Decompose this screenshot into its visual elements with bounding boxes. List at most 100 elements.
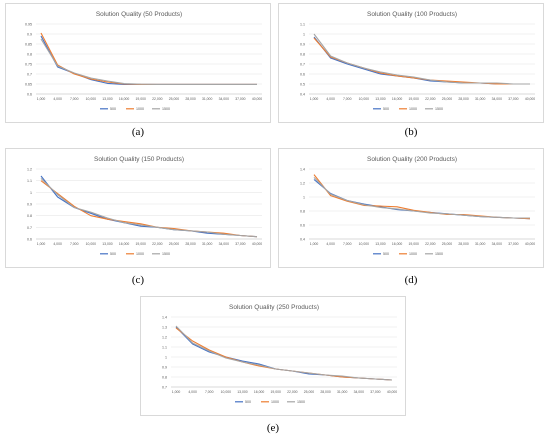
chart-e: Solution Quality (250 Products) 0.7 0.8 0.9… <box>140 296 406 416</box>
x-tick-label: 25,000 <box>442 97 452 101</box>
x-tick-label: 25,000 <box>304 390 314 394</box>
y-tick-label: 0.4 <box>300 93 305 97</box>
series-line-1500 <box>40 38 257 85</box>
y-tick-label: 0.9 <box>300 43 305 47</box>
x-tick-label: 40,000 <box>525 242 535 246</box>
y-tick-label: 0.8 <box>300 210 305 214</box>
legend-label: 1000 <box>271 400 279 404</box>
legend-label: 1000 <box>409 252 417 256</box>
legend-label: 1500 <box>435 252 443 256</box>
x-tick-label: 37,000 <box>235 242 245 246</box>
y-tick-label: 0.7 <box>27 226 32 230</box>
legend-label: 1500 <box>162 107 170 111</box>
x-tick-label: 40,000 <box>252 242 262 246</box>
x-tick-label: 19,000 <box>136 97 146 101</box>
y-tick-label: 0.7 <box>300 63 305 67</box>
x-tick-label: 16,000 <box>254 390 264 394</box>
x-tick-label: 28,000 <box>320 390 330 394</box>
series-line-500 <box>313 179 531 220</box>
x-tick-label: 1,000 <box>37 242 46 246</box>
x-tick-label: 16,000 <box>119 97 129 101</box>
y-tick-label: 0.7 <box>162 386 167 390</box>
x-tick-label: 1,000 <box>310 242 319 246</box>
series-line-1500 <box>175 325 393 381</box>
y-tick-label: 0.9 <box>27 203 32 207</box>
legend-label: 500 <box>110 252 116 256</box>
x-tick-label: 25,000 <box>442 242 452 246</box>
x-tick-label: 4,000 <box>326 97 335 101</box>
x-tick-label: 25,000 <box>169 242 179 246</box>
chart-d: Solution Quality (200 Products) 0.4 0.6 0.8… <box>278 148 544 268</box>
y-tick-label: 0.7 <box>27 73 32 77</box>
x-tick-label: 10,000 <box>359 97 369 101</box>
legend-label: 1000 <box>409 107 417 111</box>
x-tick-label: 40,000 <box>387 390 397 394</box>
legend-label: 500 <box>383 107 389 111</box>
chart-b-svg: Solution Quality (100 Products) 0.4 0.5 0.6… <box>300 11 535 111</box>
x-tick-label: 13,000 <box>102 242 112 246</box>
y-tick-label: 1 <box>30 191 32 195</box>
x-tick-label: 13,000 <box>102 97 112 101</box>
y-tick-label: 1.3 <box>162 326 167 330</box>
y-tick-label: 0.6 <box>300 73 305 77</box>
y-tick-label: 1.2 <box>162 336 167 340</box>
y-tick-label: 0.5 <box>300 83 305 87</box>
y-tick-label: 1.1 <box>300 23 305 27</box>
y-tick-label: 1.1 <box>162 346 167 350</box>
x-tick-label: 7,000 <box>70 242 79 246</box>
x-tick-label: 34,000 <box>354 390 364 394</box>
y-tick-label: 0.6 <box>300 224 305 228</box>
x-tick-label: 7,000 <box>70 97 79 101</box>
x-tick-label: 19,000 <box>409 97 419 101</box>
y-tick-label: 1.2 <box>300 182 305 186</box>
y-tick-label: 0.6 <box>27 238 32 242</box>
y-tick-label: 1 <box>165 356 167 360</box>
x-tick-label: 7,000 <box>205 390 214 394</box>
x-tick-label: 22,000 <box>287 390 297 394</box>
series-line-1000 <box>40 32 257 85</box>
y-tick-label: 1.4 <box>300 168 305 172</box>
caption-a: (a) <box>131 126 145 138</box>
caption-d: (d) <box>404 274 418 286</box>
y-tick-label: 0.75 <box>25 63 32 67</box>
chart-e-svg: Solution Quality (250 Products) 0.7 0.8 0.9… <box>162 304 397 404</box>
x-tick-label: 31,000 <box>337 390 347 394</box>
series-line-500 <box>40 35 257 85</box>
y-tick-label: 1 <box>303 196 305 200</box>
x-tick-label: 1,000 <box>172 390 181 394</box>
x-tick-label: 19,000 <box>271 390 281 394</box>
chart-b: Solution Quality (100 Products) 0.4 0.5 0.6… <box>278 3 544 123</box>
x-tick-label: 13,000 <box>375 97 385 101</box>
y-tick-label: 0.9 <box>27 33 32 37</box>
y-tick-label: 0.8 <box>27 53 32 57</box>
x-tick-label: 28,000 <box>185 97 195 101</box>
chart-title: Solution Quality (100 Products) <box>367 11 457 18</box>
series-line-1500 <box>313 177 530 219</box>
x-tick-label: 28,000 <box>185 242 195 246</box>
legend-label: 1000 <box>136 252 144 256</box>
x-tick-label: 28,000 <box>458 97 468 101</box>
chart-c-svg: Solution Quality (150 Products) 0.6 0.7 0.8… <box>27 156 262 256</box>
series-line-500 <box>175 326 393 381</box>
x-tick-label: 10,000 <box>221 390 231 394</box>
x-tick-label: 37,000 <box>508 242 518 246</box>
series-line-1500 <box>313 33 530 85</box>
x-tick-label: 31,000 <box>475 97 485 101</box>
y-tick-label: 0.65 <box>25 83 32 87</box>
y-tick-label: 1.4 <box>162 316 167 320</box>
y-tick-label: 1 <box>303 33 305 37</box>
series-line-1000 <box>40 180 258 238</box>
legend-label: 500 <box>383 252 389 256</box>
caption-e: (e) <box>266 422 280 434</box>
x-tick-label: 10,000 <box>86 242 96 246</box>
x-tick-label: 40,000 <box>252 97 262 101</box>
x-tick-label: 16,000 <box>119 242 129 246</box>
y-tick-label: 0.85 <box>25 43 32 47</box>
x-tick-label: 34,000 <box>492 242 502 246</box>
x-tick-label: 13,000 <box>237 390 247 394</box>
x-tick-label: 34,000 <box>219 97 229 101</box>
x-tick-label: 37,000 <box>235 97 245 101</box>
x-tick-label: 34,000 <box>492 97 502 101</box>
x-tick-label: 7,000 <box>343 97 352 101</box>
x-tick-label: 31,000 <box>202 97 212 101</box>
